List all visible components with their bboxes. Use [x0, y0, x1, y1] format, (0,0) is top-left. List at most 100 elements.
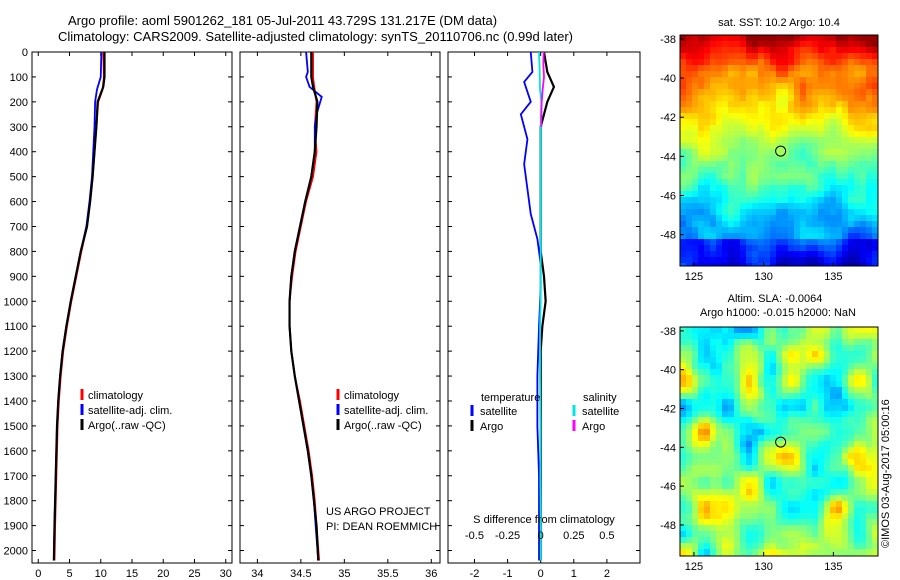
- map-cell: [782, 531, 789, 538]
- map-cell: [710, 333, 717, 340]
- map-cell: [794, 441, 801, 448]
- map-cell: [716, 119, 723, 126]
- map-cell: [836, 471, 843, 478]
- map-cell: [680, 327, 687, 334]
- map-cell: [806, 89, 813, 96]
- map-cell: [848, 137, 855, 144]
- map-cell: [842, 393, 849, 400]
- map-cell: [728, 143, 735, 150]
- map-cell: [842, 357, 849, 364]
- map-cell: [848, 423, 855, 430]
- map-cell: [842, 477, 849, 484]
- map-cell: [812, 173, 819, 180]
- legend-label: Argo(..raw -QC): [88, 420, 166, 432]
- map-cell: [770, 501, 777, 508]
- map-cell: [854, 41, 861, 48]
- map-cell: [752, 71, 759, 78]
- map-cell: [734, 209, 741, 216]
- map-cell: [794, 507, 801, 514]
- map-cell: [872, 417, 879, 424]
- map-cell: [770, 65, 777, 72]
- map-cell: [836, 137, 843, 144]
- map-cell: [860, 387, 867, 394]
- map-cell: [812, 543, 819, 550]
- map-cell: [722, 489, 729, 496]
- map-cell: [764, 501, 771, 508]
- map-cell: [698, 41, 705, 48]
- map-cell: [746, 263, 753, 267]
- map-cell: [818, 251, 825, 258]
- map-cell: [794, 471, 801, 478]
- map-cell: [794, 125, 801, 132]
- map-cell: [806, 179, 813, 186]
- map-cell: [770, 399, 777, 406]
- map-cell: [788, 483, 795, 490]
- map-cell: [704, 155, 711, 162]
- map-cell: [794, 203, 801, 210]
- map-cell: [812, 101, 819, 108]
- map-cell: [788, 89, 795, 96]
- map-cell: [794, 351, 801, 358]
- map-cell: [734, 35, 741, 42]
- map-cell: [830, 477, 837, 484]
- map-cell: [866, 507, 873, 514]
- map-cell: [836, 173, 843, 180]
- y-tick-label: 1400: [4, 396, 28, 408]
- map-cell: [728, 531, 735, 538]
- map-cell: [704, 495, 711, 502]
- map-cell: [692, 381, 699, 388]
- map-cell: [770, 137, 777, 144]
- map-cell: [830, 245, 837, 252]
- map-cell: [872, 345, 879, 352]
- map-cell: [848, 107, 855, 114]
- map-cell: [740, 417, 747, 424]
- map-cell: [710, 471, 717, 478]
- map-cell: [686, 435, 693, 442]
- map-cell: [836, 501, 843, 508]
- map-cell: [698, 185, 705, 192]
- map-cell: [752, 179, 759, 186]
- map-cell: [800, 345, 807, 352]
- map-cell: [770, 357, 777, 364]
- map-cell: [782, 263, 789, 267]
- map-cell: [806, 345, 813, 352]
- map-cell: [692, 351, 699, 358]
- map-cell: [728, 197, 735, 204]
- y-tick-label: 1500: [4, 421, 28, 433]
- map-cell: [764, 113, 771, 120]
- map-cell: [716, 363, 723, 370]
- map-cell: [728, 41, 735, 48]
- map-cell: [812, 257, 819, 264]
- map-cell: [770, 435, 777, 442]
- map-cell: [824, 483, 831, 490]
- map-cell: [776, 351, 783, 358]
- map-cell: [698, 59, 705, 66]
- map-cell: [812, 369, 819, 376]
- map-cell: [860, 513, 867, 520]
- map-cell: [836, 209, 843, 216]
- map-cell: [728, 221, 735, 228]
- map-cell: [764, 525, 771, 532]
- map-cell: [812, 441, 819, 448]
- map-cell: [842, 495, 849, 502]
- map-cell: [704, 483, 711, 490]
- map-cell: [794, 113, 801, 120]
- map-cell: [770, 327, 777, 334]
- map-cell: [818, 453, 825, 460]
- map-cell: [830, 483, 837, 490]
- map-cell: [680, 423, 687, 430]
- map-cell: [686, 167, 693, 174]
- map-cell: [734, 345, 741, 352]
- map-cell: [860, 35, 867, 42]
- map-cell: [818, 447, 825, 454]
- map-cell: [818, 369, 825, 376]
- map-cell: [746, 549, 753, 556]
- map-cell: [806, 131, 813, 138]
- map-cell: [740, 435, 747, 442]
- map-cell: [716, 423, 723, 430]
- map-cell: [734, 453, 741, 460]
- map-cell: [722, 227, 729, 234]
- map-cell: [854, 197, 861, 204]
- map-cell: [848, 405, 855, 412]
- x-tick-label: 10: [95, 568, 107, 580]
